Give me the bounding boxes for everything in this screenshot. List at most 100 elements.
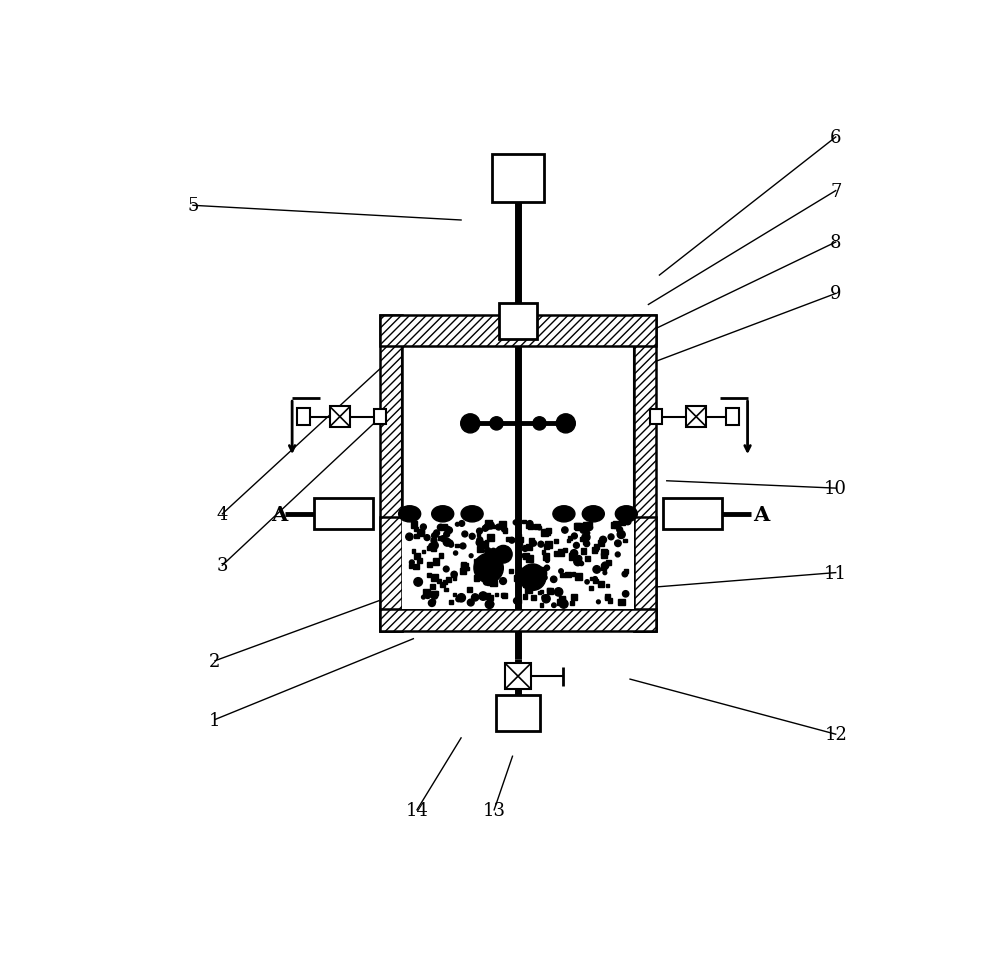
Bar — [433, 558, 439, 565]
Bar — [547, 589, 551, 593]
Circle shape — [485, 548, 491, 555]
Circle shape — [480, 544, 486, 550]
Bar — [589, 586, 593, 590]
Bar — [427, 562, 432, 567]
Circle shape — [477, 537, 483, 543]
Bar — [557, 599, 563, 606]
Bar — [455, 544, 459, 548]
Bar — [499, 304, 537, 339]
Circle shape — [533, 417, 546, 431]
Bar — [569, 554, 575, 560]
Circle shape — [490, 549, 496, 555]
Bar — [503, 529, 507, 534]
Bar — [541, 530, 548, 537]
Circle shape — [574, 558, 582, 566]
Circle shape — [562, 527, 568, 534]
Circle shape — [593, 577, 597, 581]
Circle shape — [587, 525, 593, 531]
Bar — [542, 573, 546, 578]
Circle shape — [432, 533, 437, 539]
Text: 3: 3 — [217, 557, 228, 575]
Circle shape — [531, 540, 536, 547]
Bar — [605, 597, 609, 600]
Circle shape — [467, 599, 474, 606]
Bar — [521, 568, 525, 572]
Bar — [583, 528, 588, 533]
Bar — [474, 576, 479, 581]
Bar — [623, 539, 627, 542]
Bar — [506, 537, 510, 541]
Circle shape — [600, 537, 607, 543]
Bar — [484, 593, 490, 599]
Circle shape — [420, 524, 426, 530]
Bar — [545, 541, 552, 548]
Bar — [487, 534, 494, 541]
Circle shape — [559, 569, 563, 574]
Circle shape — [429, 543, 435, 550]
Circle shape — [447, 540, 453, 546]
Bar — [580, 537, 584, 541]
Bar — [453, 577, 456, 580]
Circle shape — [488, 601, 494, 607]
Bar — [686, 407, 706, 427]
Bar — [314, 498, 373, 530]
Circle shape — [444, 527, 450, 533]
Circle shape — [502, 527, 507, 533]
Circle shape — [597, 600, 600, 604]
Circle shape — [434, 531, 440, 537]
Circle shape — [431, 538, 437, 544]
Bar — [634, 518, 656, 632]
Circle shape — [585, 580, 589, 584]
Circle shape — [551, 577, 557, 583]
Circle shape — [490, 417, 503, 431]
Bar — [568, 537, 572, 540]
Bar — [590, 578, 594, 580]
Bar — [430, 584, 435, 589]
Bar — [440, 582, 445, 587]
Circle shape — [513, 520, 518, 525]
Bar — [585, 557, 590, 561]
Bar — [380, 316, 402, 632]
Bar — [460, 568, 466, 575]
Circle shape — [460, 543, 466, 549]
Circle shape — [471, 594, 479, 601]
Bar — [505, 663, 531, 690]
Bar — [614, 523, 620, 529]
Bar — [488, 596, 493, 600]
Bar — [586, 523, 592, 529]
Bar — [514, 576, 519, 581]
Bar — [523, 583, 527, 588]
Bar — [380, 316, 656, 347]
Circle shape — [459, 598, 463, 601]
Circle shape — [543, 577, 547, 580]
Circle shape — [496, 524, 502, 531]
Circle shape — [615, 540, 621, 547]
Text: 11: 11 — [824, 564, 847, 582]
Bar — [583, 541, 587, 545]
Circle shape — [545, 558, 549, 563]
Ellipse shape — [553, 506, 575, 522]
Circle shape — [431, 542, 438, 550]
Text: A: A — [753, 504, 769, 524]
Circle shape — [570, 550, 578, 558]
Circle shape — [579, 562, 584, 566]
Bar — [663, 498, 722, 530]
Bar — [634, 316, 656, 632]
Ellipse shape — [461, 506, 483, 522]
Ellipse shape — [399, 506, 421, 522]
Bar — [601, 553, 607, 558]
Bar — [485, 540, 488, 543]
Circle shape — [580, 528, 586, 534]
Bar — [517, 599, 521, 603]
Bar — [414, 554, 420, 559]
Bar — [606, 560, 611, 565]
Circle shape — [544, 565, 550, 571]
Circle shape — [582, 534, 590, 541]
Circle shape — [444, 532, 450, 537]
Bar — [418, 530, 424, 536]
Bar — [523, 554, 529, 559]
Bar — [297, 409, 310, 425]
Circle shape — [576, 556, 582, 562]
Bar — [519, 537, 523, 542]
Bar — [453, 593, 456, 596]
